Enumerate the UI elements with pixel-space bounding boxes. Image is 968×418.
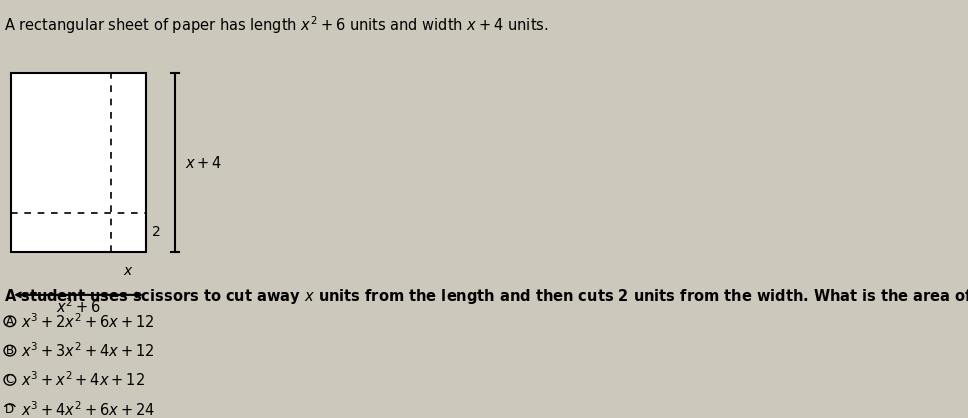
Text: $x^3 + 3x^2 + 4x + 12$: $x^3 + 3x^2 + 4x + 12$ [21,341,155,360]
Text: A student uses scissors to cut away $x$ units from the length and then cuts 2 un: A student uses scissors to cut away $x$ … [4,287,968,306]
Text: $x^3 + 4x^2 + 6x + 24$: $x^3 + 4x^2 + 6x + 24$ [21,400,155,418]
Text: A rectangular sheet of paper has length $x^2 + 6$ units and width $x + 4$ units.: A rectangular sheet of paper has length … [4,14,548,36]
Text: $x^2 + 6$: $x^2 + 6$ [56,297,101,316]
Text: $2$: $2$ [151,225,161,240]
Text: A: A [6,315,14,328]
Text: B: B [6,344,14,357]
Text: $x + 4$: $x + 4$ [185,155,223,171]
Bar [12,73,146,252]
Circle shape [4,375,15,385]
Text: $x^3 + 2x^2 + 6x + 12$: $x^3 + 2x^2 + 6x + 12$ [21,312,155,331]
Text: $x^3 + x^2 + 4x + 12$: $x^3 + x^2 + 4x + 12$ [21,370,145,389]
Circle shape [4,404,15,414]
Text: D: D [5,403,15,415]
Text: C: C [6,373,14,386]
Text: $x$: $x$ [123,264,134,278]
Circle shape [4,316,15,326]
Circle shape [4,345,15,356]
